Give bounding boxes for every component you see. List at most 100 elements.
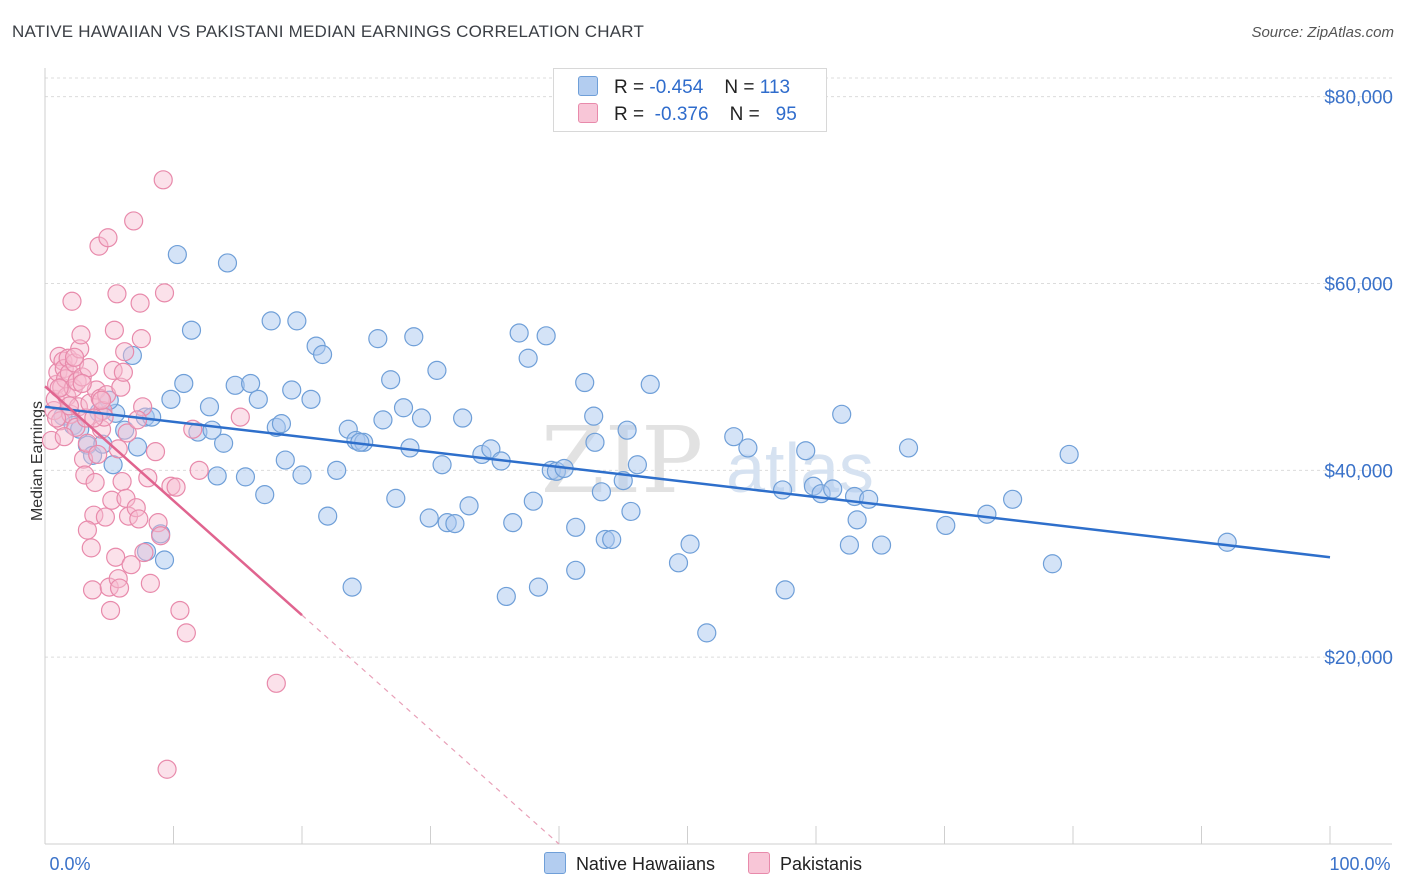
x-tick-label-max: 100.0% — [1329, 854, 1390, 874]
data-point-native-hawaiian — [368, 329, 388, 349]
data-point-native-hawaiian — [381, 370, 401, 390]
trend-line-native-hawaiians — [44, 405, 1331, 559]
data-point-pakistani — [176, 623, 196, 643]
tick-labels: $20,000 $40,000 $60,000 $80,000 0.0% 100.0% — [49, 88, 1393, 874]
data-point-pakistani — [71, 325, 91, 345]
data-point-native-hawaiian — [214, 433, 234, 453]
data-point-native-hawaiian — [181, 320, 202, 340]
data-point-pakistani — [112, 471, 132, 492]
data-point-pakistani — [170, 600, 190, 621]
data-point-native-hawaiian — [248, 389, 268, 409]
data-point-pakistani — [77, 520, 98, 540]
data-point-pakistani — [98, 228, 118, 248]
legend-r-value: -0.376 — [654, 104, 709, 125]
data-point-native-hawaiian — [445, 513, 465, 534]
data-point-native-hawaiian — [697, 623, 717, 643]
data-point-native-hawaiian — [503, 513, 523, 533]
data-point-pakistani — [46, 408, 67, 428]
data-point-native-hawaiian — [775, 580, 795, 600]
data-point-native-hawaiian — [898, 438, 919, 458]
trend-lines — [44, 385, 1331, 845]
data-point-pakistani — [100, 600, 121, 621]
source-label: Source: ZipAtlas.com — [1251, 24, 1394, 41]
data-point-native-hawaiian — [287, 311, 307, 331]
data-point-native-hawaiian — [847, 510, 867, 530]
data-point-native-hawaiian — [427, 360, 447, 380]
data-point-pakistani — [102, 490, 122, 510]
data-point-native-hawaiian — [977, 504, 997, 524]
legend-n-label: N = — [729, 104, 760, 125]
trend-line-pakistanis — [44, 385, 303, 617]
series-pakistanis — [41, 170, 286, 779]
data-point-native-hawaiian — [275, 450, 295, 470]
data-point-native-hawaiian — [453, 408, 473, 428]
data-point-native-hawaiian — [839, 535, 860, 555]
legend-label: Native Hawaiians — [575, 854, 715, 874]
data-point-pakistani — [49, 378, 69, 398]
data-point-native-hawaiian — [459, 496, 479, 516]
data-point-native-hawaiian — [1059, 444, 1079, 465]
data-point-pakistani — [166, 477, 186, 497]
data-point-native-hawaiian — [621, 501, 641, 522]
data-point-native-hawaiian — [796, 441, 816, 461]
data-point-native-hawaiian — [207, 466, 227, 486]
correlation-legend: R = -0.454 N = 113 R = -0.376 N = 95 — [553, 68, 827, 132]
legend-swatch-pink — [748, 852, 771, 874]
data-point-pakistani — [111, 377, 131, 397]
data-point-native-hawaiian — [680, 534, 700, 554]
data-point-native-hawaiian — [404, 327, 424, 347]
data-point-native-hawaiian — [668, 553, 689, 573]
data-point-native-hawaiian — [772, 480, 793, 500]
data-point-pakistani — [81, 538, 101, 558]
data-point-pakistani — [108, 439, 128, 459]
data-point-pakistani — [62, 291, 82, 311]
data-point-pakistani — [124, 211, 144, 231]
legend-label: Pakistanis — [780, 854, 863, 874]
data-point-pakistani — [113, 362, 133, 382]
legend-n-label: N = — [724, 77, 755, 98]
data-point-native-hawaiian — [617, 420, 637, 440]
legend-r-value: -0.454 — [649, 77, 704, 98]
data-point-pakistani — [85, 472, 105, 493]
y-tick-label: $80,000 — [1324, 88, 1393, 109]
data-point-native-hawaiian — [342, 577, 362, 597]
data-point-pakistani — [266, 673, 286, 693]
data-point-native-hawaiian — [167, 244, 187, 265]
data-point-pakistani — [140, 573, 160, 593]
data-point-native-hawaiian — [419, 508, 439, 528]
data-point-native-hawaiian — [509, 323, 529, 343]
data-point-pakistani — [73, 449, 94, 469]
data-point-native-hawaiian — [161, 389, 181, 409]
data-point-pakistani — [54, 427, 74, 447]
data-point-pakistani — [88, 444, 108, 465]
data-point-native-hawaiian — [566, 560, 586, 580]
data-point-pakistani — [107, 284, 127, 304]
data-point-native-hawaiian — [536, 326, 556, 346]
data-point-native-hawaiian — [154, 550, 175, 570]
data-point-native-hawaiian — [292, 465, 312, 485]
data-point-native-hawaiian — [523, 491, 543, 511]
series-native-hawaiians — [53, 244, 1237, 643]
data-point-native-hawaiian — [199, 397, 220, 417]
data-point-native-hawaiian — [103, 455, 123, 475]
data-point-pakistani — [134, 542, 154, 563]
data-point-pakistani — [95, 507, 115, 527]
data-point-pakistani — [157, 759, 177, 779]
data-point-pakistani — [151, 526, 171, 546]
legend-item-pakistanis: Pakistanis — [748, 852, 862, 875]
y-tick-label: $40,000 — [1324, 461, 1393, 482]
data-point-native-hawaiian — [235, 467, 256, 487]
data-point-pakistani — [106, 547, 126, 567]
data-point-native-hawaiian — [312, 344, 333, 365]
data-point-native-hawaiian — [832, 404, 852, 424]
data-point-native-hawaiian — [327, 460, 347, 480]
data-point-native-hawaiian — [936, 515, 956, 536]
data-point-pakistani — [131, 329, 151, 349]
data-point-native-hawaiian — [627, 455, 647, 475]
data-point-native-hawaiian — [528, 577, 549, 597]
data-point-pakistani — [117, 423, 137, 443]
data-point-pakistani — [91, 390, 112, 410]
data-point-native-hawaiian — [640, 374, 660, 394]
data-point-native-hawaiian — [518, 348, 538, 368]
